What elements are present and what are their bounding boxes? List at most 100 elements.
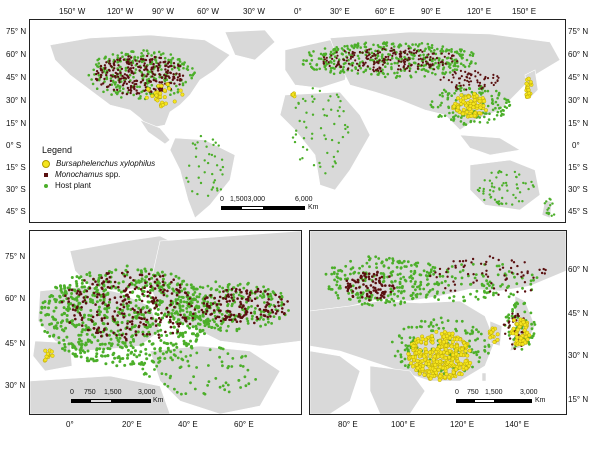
host-plant-point xyxy=(431,325,435,328)
host-plant-point xyxy=(333,266,336,270)
monochamus-point xyxy=(177,325,181,328)
bursaphelenchus-point xyxy=(43,348,48,353)
world-scale-bar: 0 1,5003,000 6,000 Km xyxy=(220,196,350,216)
monochamus-point xyxy=(192,312,195,316)
monochamus-point xyxy=(378,51,382,54)
host-plant-point xyxy=(435,323,439,327)
host-plant-point xyxy=(448,111,451,115)
asia-map xyxy=(310,231,566,414)
monochamus-point xyxy=(193,308,197,311)
monochamus-point xyxy=(157,316,161,320)
host-plant-point xyxy=(498,169,501,173)
host-plant-point xyxy=(148,324,152,328)
monochamus-point xyxy=(125,74,129,77)
monochamus-point xyxy=(115,301,119,304)
host-plant-point xyxy=(358,61,362,64)
host-plant-point xyxy=(436,105,440,109)
host-plant-point xyxy=(102,90,105,94)
host-plant-point xyxy=(130,325,134,329)
host-plant-point xyxy=(399,44,403,47)
host-plant-point xyxy=(326,151,329,155)
monochamus-point xyxy=(172,77,175,80)
host-plant-point xyxy=(429,50,433,53)
monochamus-point xyxy=(170,280,173,284)
host-plant-point xyxy=(185,307,189,310)
monochamus-point xyxy=(180,78,183,81)
host-plant-point xyxy=(423,49,426,53)
host-plant-point xyxy=(125,345,128,349)
host-plant-point xyxy=(201,286,205,289)
host-plant-point xyxy=(362,70,366,74)
host-plant-point xyxy=(356,296,360,300)
monochamus-point xyxy=(542,267,545,271)
host-plant-point xyxy=(502,109,505,112)
host-plant-point xyxy=(91,82,95,86)
monochamus-point xyxy=(516,272,519,276)
host-plant-point xyxy=(479,332,483,336)
host-plant-point xyxy=(177,276,181,280)
monochamus-point xyxy=(408,69,411,73)
monochamus-point xyxy=(371,275,374,278)
monochamus-point xyxy=(467,80,470,83)
monochamus-point xyxy=(359,291,363,294)
monochamus-point xyxy=(407,47,410,50)
monochamus-point xyxy=(176,322,179,326)
host-plant-point xyxy=(346,47,350,50)
host-plant-point xyxy=(336,150,339,153)
india-landmass xyxy=(310,350,361,414)
monochamus-point xyxy=(440,52,443,55)
host-plant-point xyxy=(507,334,511,337)
host-plant-point xyxy=(463,65,467,69)
host-plant-point xyxy=(524,182,527,185)
monochamus-point xyxy=(355,62,359,65)
host-plant-point xyxy=(81,328,85,332)
monochamus-point xyxy=(484,263,487,266)
host-plant-point xyxy=(425,270,429,274)
host-plant-point xyxy=(444,90,448,93)
bursaphelenchus-point xyxy=(442,329,447,334)
monochamus-point xyxy=(150,316,153,320)
host-plant-point xyxy=(182,66,185,70)
monochamus-point xyxy=(397,60,400,63)
host-plant-point xyxy=(397,45,401,49)
monochamus-point xyxy=(129,84,133,88)
host-plant-point xyxy=(543,202,546,205)
host-plant-point xyxy=(119,65,122,69)
monochamus-point xyxy=(113,310,116,313)
host-plant-point xyxy=(396,294,400,298)
bursaphelenchus-point xyxy=(489,330,494,335)
host-plant-point xyxy=(159,339,163,342)
host-plant-point xyxy=(245,317,249,321)
host-plant-point xyxy=(318,161,321,165)
host-plant-point xyxy=(339,277,342,281)
host-plant-point xyxy=(424,69,427,72)
monochamus-point xyxy=(408,50,411,53)
monochamus-point xyxy=(135,89,138,92)
monochamus-point xyxy=(149,60,152,64)
monochamus-point xyxy=(116,58,119,61)
host-plant-point xyxy=(452,64,456,68)
monochamus-point xyxy=(228,315,232,319)
host-plant-point xyxy=(331,66,335,70)
lon-label: 90° E xyxy=(421,7,441,16)
host-plant-point xyxy=(409,279,413,283)
host-plant-point xyxy=(145,275,148,279)
host-plant-point xyxy=(142,313,145,317)
europe-map xyxy=(30,231,301,414)
host-plant-point xyxy=(80,281,84,285)
host-plant-point xyxy=(385,258,388,262)
bursaphelenchus-point xyxy=(408,361,413,366)
host-plant-point xyxy=(420,325,423,329)
host-plant-point xyxy=(146,300,150,304)
host-plant-point xyxy=(330,138,334,142)
monochamus-point xyxy=(105,333,108,336)
monochamus-point xyxy=(397,68,400,71)
monochamus-point xyxy=(157,333,160,337)
host-plant-point xyxy=(493,117,496,121)
host-plant-point xyxy=(203,332,206,336)
host-plant-point xyxy=(441,50,445,53)
host-plant-point xyxy=(232,293,235,296)
monochamus-point xyxy=(132,279,135,282)
host-plant-point xyxy=(337,296,340,300)
host-plant-point xyxy=(410,264,413,267)
